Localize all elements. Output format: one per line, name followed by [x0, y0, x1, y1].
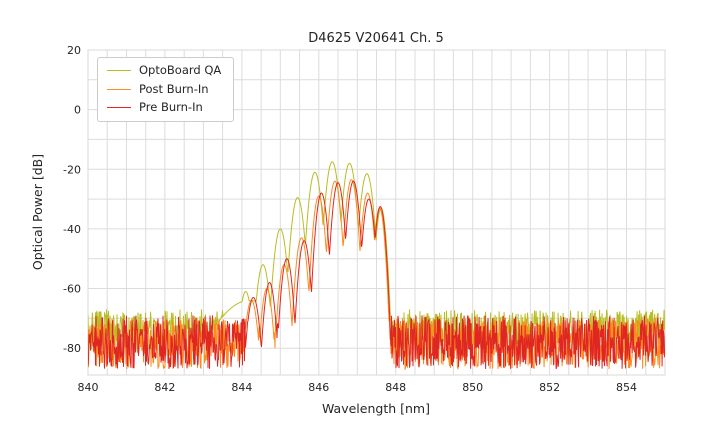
- legend-label: Pre Burn-In: [139, 100, 203, 114]
- x-tick-label: 842: [154, 381, 175, 394]
- legend-line-swatch: [107, 88, 131, 90]
- x-tick-label: 850: [462, 381, 483, 394]
- x-tick-label: 840: [78, 381, 99, 394]
- legend-line-swatch: [107, 107, 131, 109]
- x-tick-label: 844: [231, 381, 252, 394]
- legend-line-swatch: [107, 70, 131, 72]
- y-axis-label: Optical Power [dB]: [30, 154, 45, 270]
- y-tick-label: -60: [63, 283, 81, 296]
- tick-labels: 840 842 844 846 848 850 852 854 20 0 -20 -40 -60 -80: [63, 44, 637, 394]
- y-tick-label: -40: [63, 223, 81, 236]
- legend-item: Post Burn-In: [107, 81, 221, 96]
- y-tick-label: -80: [63, 342, 81, 355]
- x-tick-label: 848: [385, 381, 406, 394]
- x-axis-label: Wavelength [nm]: [322, 401, 430, 416]
- legend-label: Post Burn-In: [139, 81, 209, 96]
- x-tick-label: 846: [308, 381, 329, 394]
- y-tick-label: 20: [67, 44, 81, 57]
- legend: OptoBoard QA Post Burn-In Pre Burn-In: [97, 57, 235, 122]
- series-line-pre-burn-in: [88, 180, 665, 370]
- y-tick-label: -20: [63, 163, 81, 176]
- plot-border: [87, 49, 666, 376]
- chart-title: D4625 V20641 Ch. 5: [308, 31, 443, 46]
- y-tick-label: 0: [74, 104, 81, 117]
- series-lines: [88, 161, 665, 371]
- legend-item: OptoBoard QA: [107, 63, 222, 77]
- legend-label: OptoBoard QA: [139, 63, 222, 77]
- x-tick-label: 854: [616, 381, 637, 394]
- x-tick-label: 852: [539, 381, 560, 394]
- legend-item: Pre Burn-In: [107, 100, 221, 114]
